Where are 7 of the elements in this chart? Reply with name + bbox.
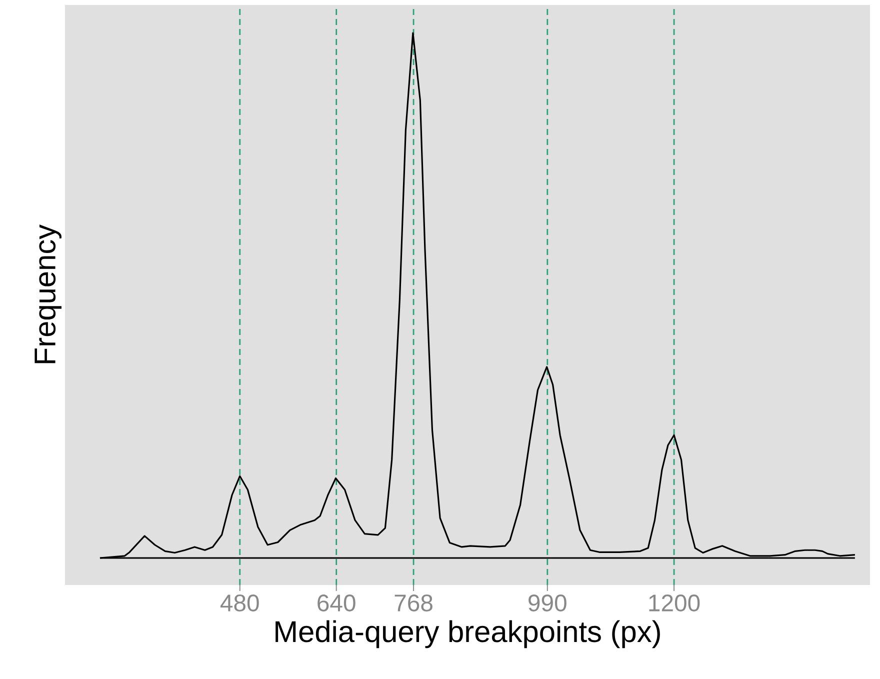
- x-axis-title: Media-query breakpoints (px): [276, 620, 660, 648]
- x-tick-label: 480: [220, 594, 259, 612]
- x-tick-label: 990: [528, 594, 566, 612]
- y-axis-title: Frequency: [34, 224, 62, 364]
- x-tick-label: 1200: [649, 594, 700, 612]
- x-tick-label: 768: [394, 594, 432, 612]
- x-tick-label: 640: [318, 594, 356, 612]
